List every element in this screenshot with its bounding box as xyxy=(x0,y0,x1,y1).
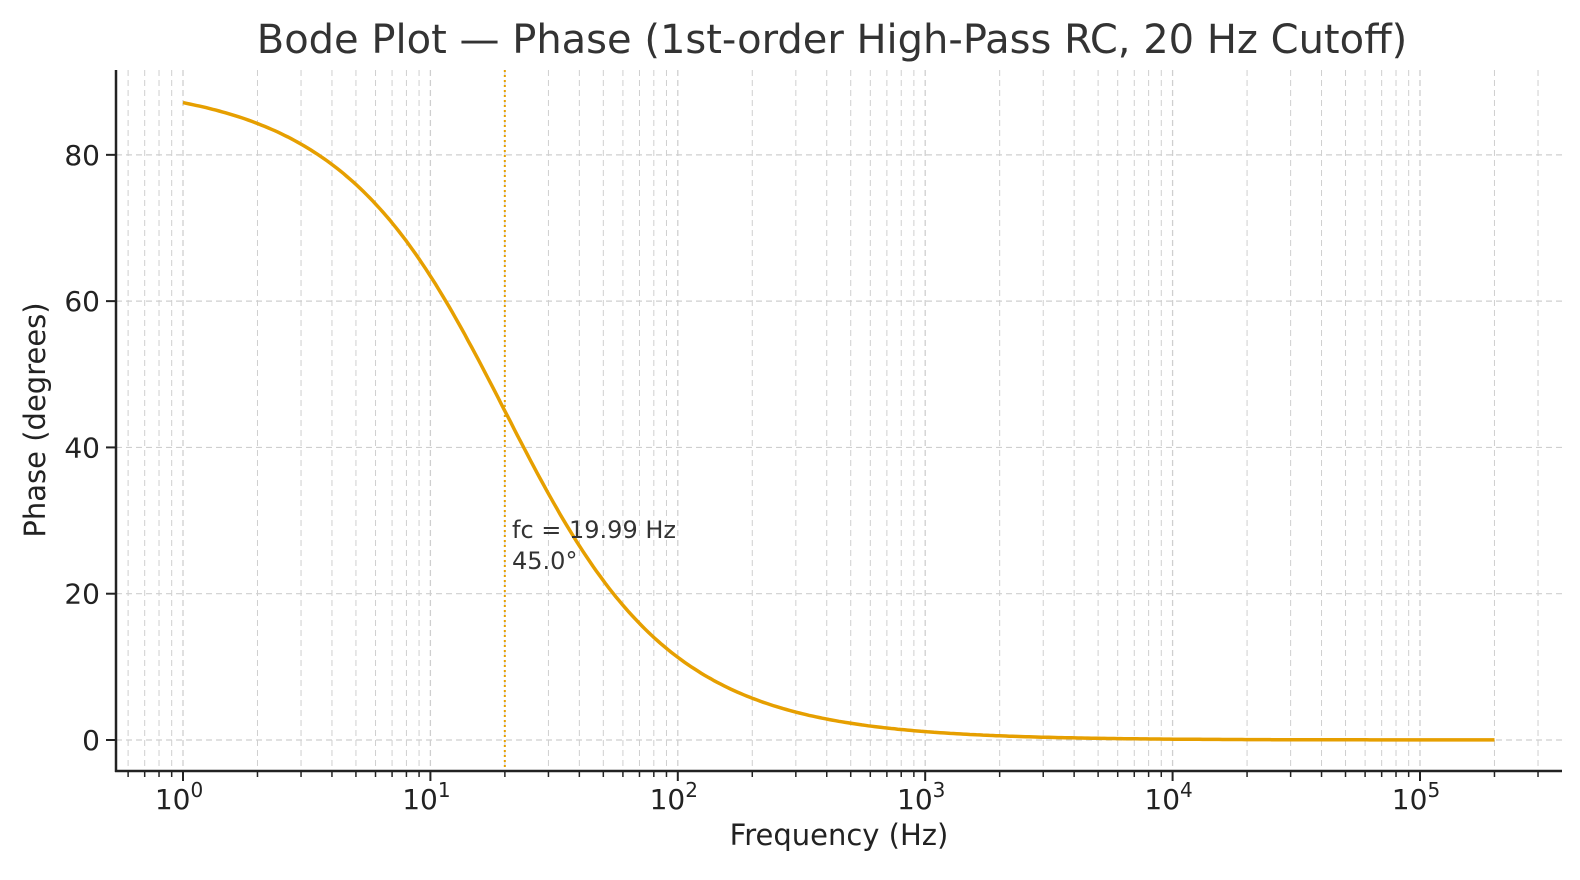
x-tick-label: 104 xyxy=(1144,778,1192,816)
annotation-cutoff: fc = 19.99 Hz 45.0° xyxy=(512,516,684,575)
x-tick-label: 105 xyxy=(1392,778,1440,816)
annotation-line1: fc = 19.99 Hz xyxy=(512,516,676,544)
x-tick-label: 100 xyxy=(155,778,203,816)
y-tick-label: 0 xyxy=(82,724,100,757)
series-layer xyxy=(182,70,1495,771)
y-axis-label: Phase (degrees) xyxy=(18,302,52,537)
chart-title: Bode Plot — Phase (1st-order High-Pass R… xyxy=(257,17,1408,63)
grid xyxy=(116,70,1562,771)
phase-curve xyxy=(182,100,1495,742)
y-tick-label: 20 xyxy=(64,578,100,611)
x-tick-label: 101 xyxy=(402,778,450,816)
x-tick-label: 102 xyxy=(650,778,698,816)
x-axis-label: Frequency (Hz) xyxy=(730,818,949,852)
y-tick-label: 40 xyxy=(64,431,100,464)
x-tick-label: 103 xyxy=(897,778,945,816)
y-tick-label: 60 xyxy=(64,285,100,318)
y-tick-label: 80 xyxy=(64,139,100,172)
axes: 0 20 40 60 80 100 101 102 103 104 105 xyxy=(64,70,1562,816)
annotation-line2: 45.0° xyxy=(512,547,577,575)
